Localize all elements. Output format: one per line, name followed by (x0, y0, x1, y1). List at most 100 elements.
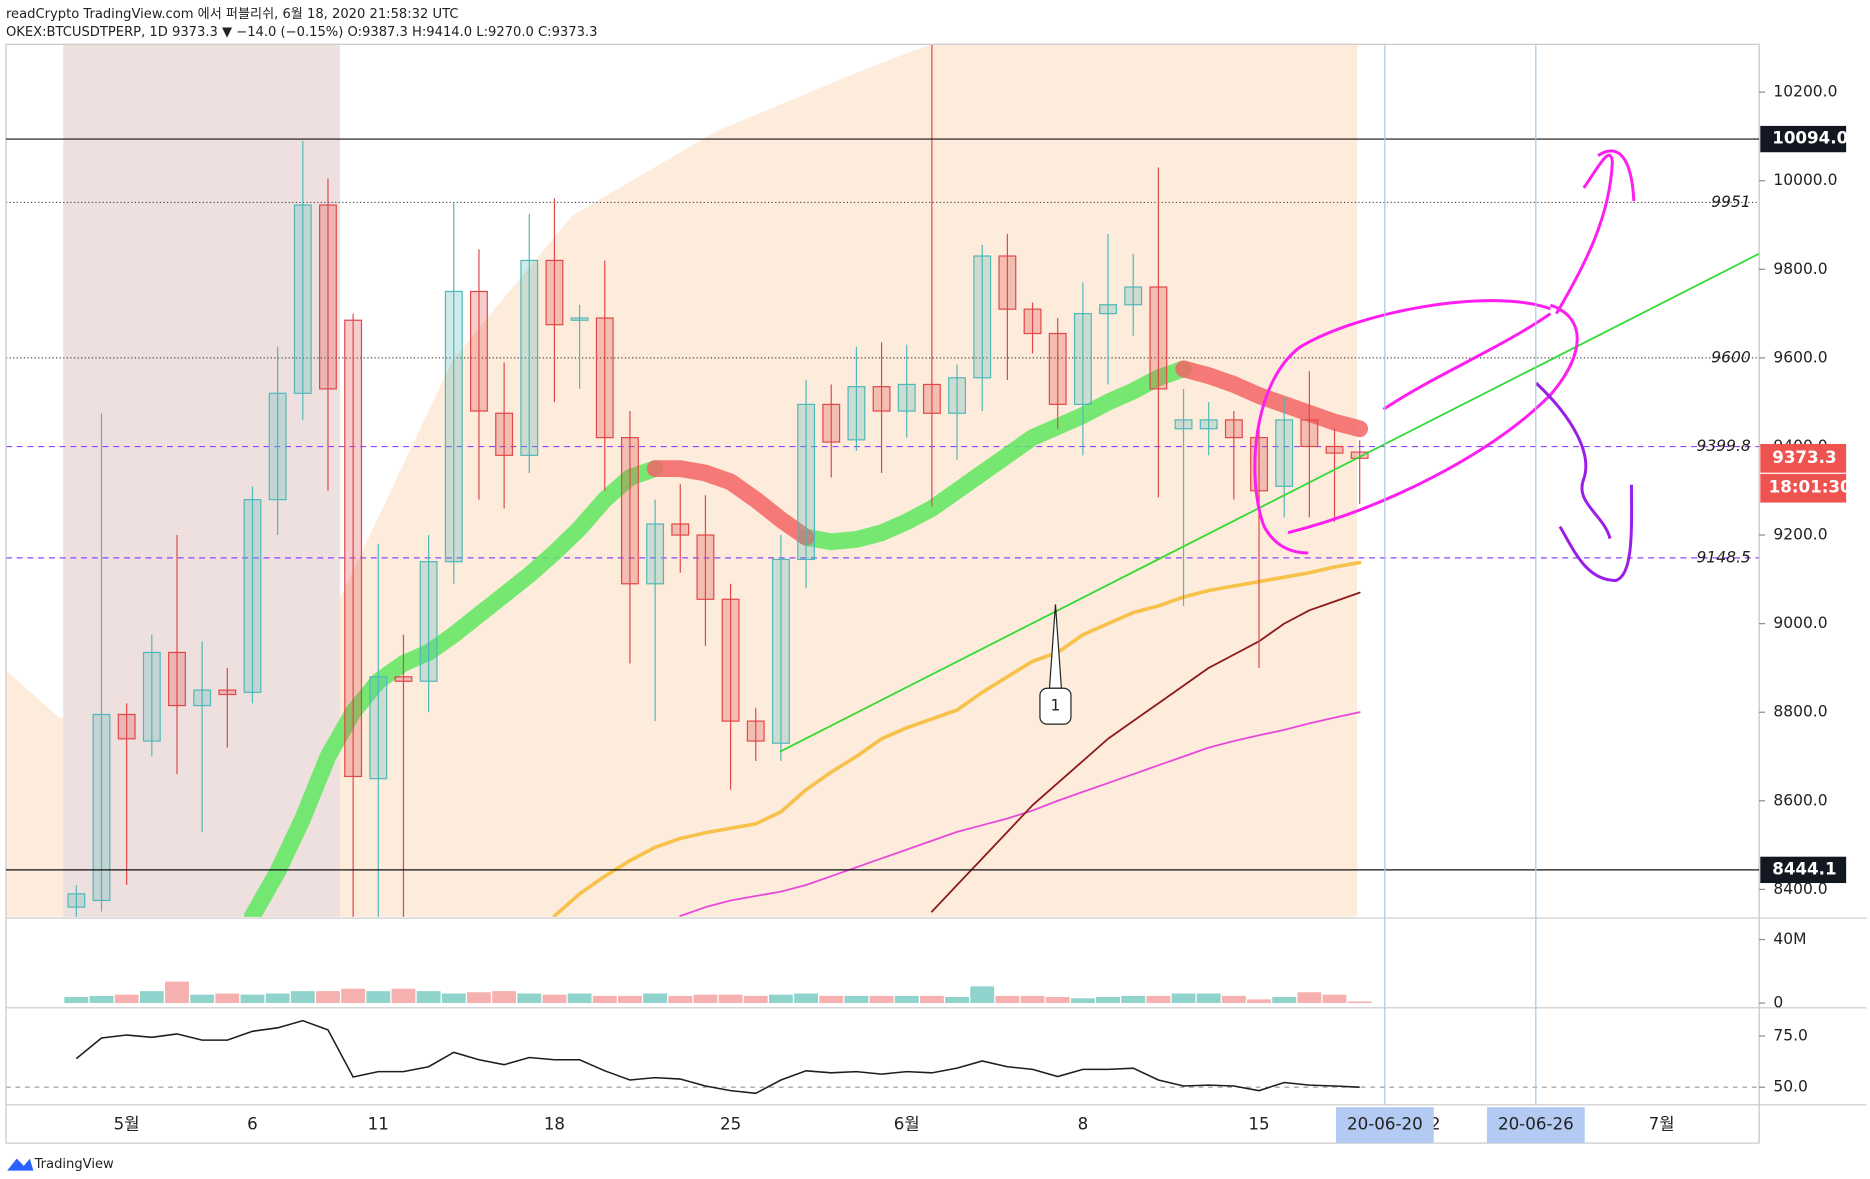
candle-body (1350, 451, 1369, 459)
candle-body (973, 255, 992, 379)
x-tick-label: 7월 (1649, 1114, 1675, 1134)
date-marker-box (1486, 1107, 1585, 1144)
candle-body (268, 392, 287, 501)
candle-body (444, 290, 463, 563)
volume-bar (1020, 995, 1045, 1004)
volume-bar (89, 995, 114, 1004)
volume-bar (215, 993, 240, 1004)
price-box (1760, 125, 1847, 153)
candle-body (142, 651, 161, 742)
x-tick-label: 6월 (894, 1114, 920, 1134)
volume-bar (618, 995, 642, 1004)
volume-bar (1146, 995, 1171, 1004)
y-tick-label: 9600.0 (1773, 348, 1827, 366)
x-tick-label: 5월 (114, 1114, 140, 1134)
candle-body (1099, 304, 1117, 315)
candle-body (620, 437, 639, 585)
candle-body (319, 204, 337, 390)
candle-body (394, 676, 413, 682)
volume-bar (919, 995, 944, 1004)
level-label: 9600 (1711, 348, 1751, 366)
volume-bar (341, 988, 366, 1004)
candle-body (218, 689, 237, 696)
candle-body (1199, 419, 1218, 430)
date-marker-box (1335, 1107, 1434, 1144)
volume-bar (894, 995, 919, 1004)
volume-bar (1347, 1001, 1372, 1004)
volume-bar (643, 993, 668, 1004)
main-background (5, 44, 1358, 917)
envelope (5, 44, 1358, 917)
volume-bar (567, 993, 592, 1004)
volume-bar (970, 986, 995, 1004)
candle-body (168, 651, 186, 707)
candle-body (721, 598, 740, 722)
candle-body (771, 558, 790, 744)
candle-body (595, 317, 614, 439)
x-tick-label: 15 (1248, 1114, 1269, 1134)
candle-body (671, 523, 690, 536)
countdown-box (1760, 473, 1847, 503)
volume-bar (668, 995, 693, 1004)
x-tick-label: 11 (368, 1114, 389, 1134)
volume-bar (1247, 999, 1271, 1004)
candle-body (1149, 286, 1168, 390)
level-label: 9399.8 (1697, 437, 1751, 455)
date-marker-label: 20-06-26 (1498, 1114, 1574, 1134)
volume-bar (693, 994, 718, 1004)
candle-body (117, 713, 136, 740)
candle-body (696, 534, 715, 600)
volume-bar (1272, 997, 1297, 1004)
y-tick-label: 10000.0 (1773, 171, 1837, 189)
volume-bar (366, 991, 391, 1004)
volume-bar (240, 994, 265, 1004)
x-tick-label: 2 (1430, 1114, 1441, 1134)
candle-body (369, 676, 388, 780)
overlay-line (931, 591, 1361, 913)
volume-bar (416, 991, 441, 1004)
footer-text: TradingView (34, 1157, 114, 1172)
candle-body (1275, 419, 1294, 487)
candle-body (822, 403, 841, 443)
volume-bar (1322, 994, 1347, 1004)
candle-body (193, 689, 212, 707)
volume-bar (1096, 997, 1120, 1004)
volume-bar (1297, 992, 1322, 1004)
volume-bar (467, 992, 491, 1004)
x-tick-label: 25 (720, 1114, 741, 1134)
x-tick-label: 18 (544, 1114, 565, 1134)
callout-text: 1 (1051, 697, 1061, 715)
freehand (1287, 149, 1636, 535)
footer: TradingView (7, 1157, 114, 1172)
y-tick-label: 9200.0 (1773, 526, 1827, 544)
header-line1: readCrypto TradingView.com 에서 퍼블리쉬, 6월 1… (6, 6, 459, 22)
drawings: 1 (779, 149, 1760, 753)
volume-pane (64, 981, 1372, 1004)
x-tick-label: 8 (1078, 1114, 1089, 1134)
volume-bar (794, 993, 819, 1004)
candle-body (797, 403, 816, 561)
candle-body (1325, 445, 1344, 454)
candle-body (495, 412, 514, 456)
candle-body (419, 561, 438, 682)
date-marker-label: 20-06-20 (1347, 1114, 1423, 1134)
y-tick-label: 10200.0 (1773, 83, 1837, 101)
volume-bar (64, 997, 89, 1004)
candle-body (922, 383, 941, 414)
rsi-line (75, 1019, 1360, 1095)
volume-bar (1171, 993, 1196, 1004)
candle-body (470, 290, 488, 412)
y-tick-label: 8800.0 (1773, 703, 1827, 721)
level-label: 9951 (1711, 193, 1750, 211)
volume-bar (316, 991, 340, 1004)
overlay-line (679, 711, 1361, 917)
freehand (1253, 299, 1552, 555)
candle-body (746, 720, 765, 742)
volume-bar (1070, 998, 1095, 1004)
volume-bar (265, 993, 290, 1004)
y-tick-label: 9800.0 (1773, 260, 1827, 278)
candle-body (67, 893, 86, 908)
candle-body (92, 713, 111, 902)
volume-bar (743, 995, 768, 1004)
